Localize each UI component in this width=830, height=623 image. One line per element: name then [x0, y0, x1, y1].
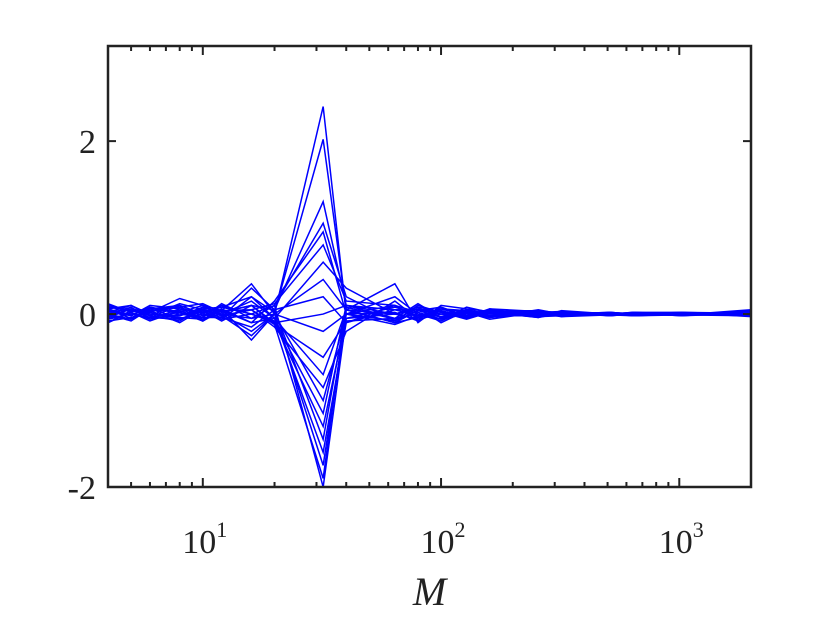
y-tick-label: 0	[79, 297, 96, 334]
series-line-22	[108, 304, 751, 487]
y-tick-label: -2	[68, 470, 96, 507]
x-axis-title: M	[412, 569, 449, 614]
plot-frame	[106, 44, 753, 489]
x-tick-label: 102	[421, 517, 466, 561]
y-tick-labels: -2 0 2	[68, 124, 96, 507]
series-layer	[108, 106, 751, 487]
y-tick-label: 2	[79, 124, 96, 161]
x-tick-label: 103	[659, 517, 704, 561]
x-tick-label: 101	[182, 517, 227, 561]
plot-area	[108, 46, 751, 487]
x-tick-labels: 101 102 103	[182, 517, 703, 561]
